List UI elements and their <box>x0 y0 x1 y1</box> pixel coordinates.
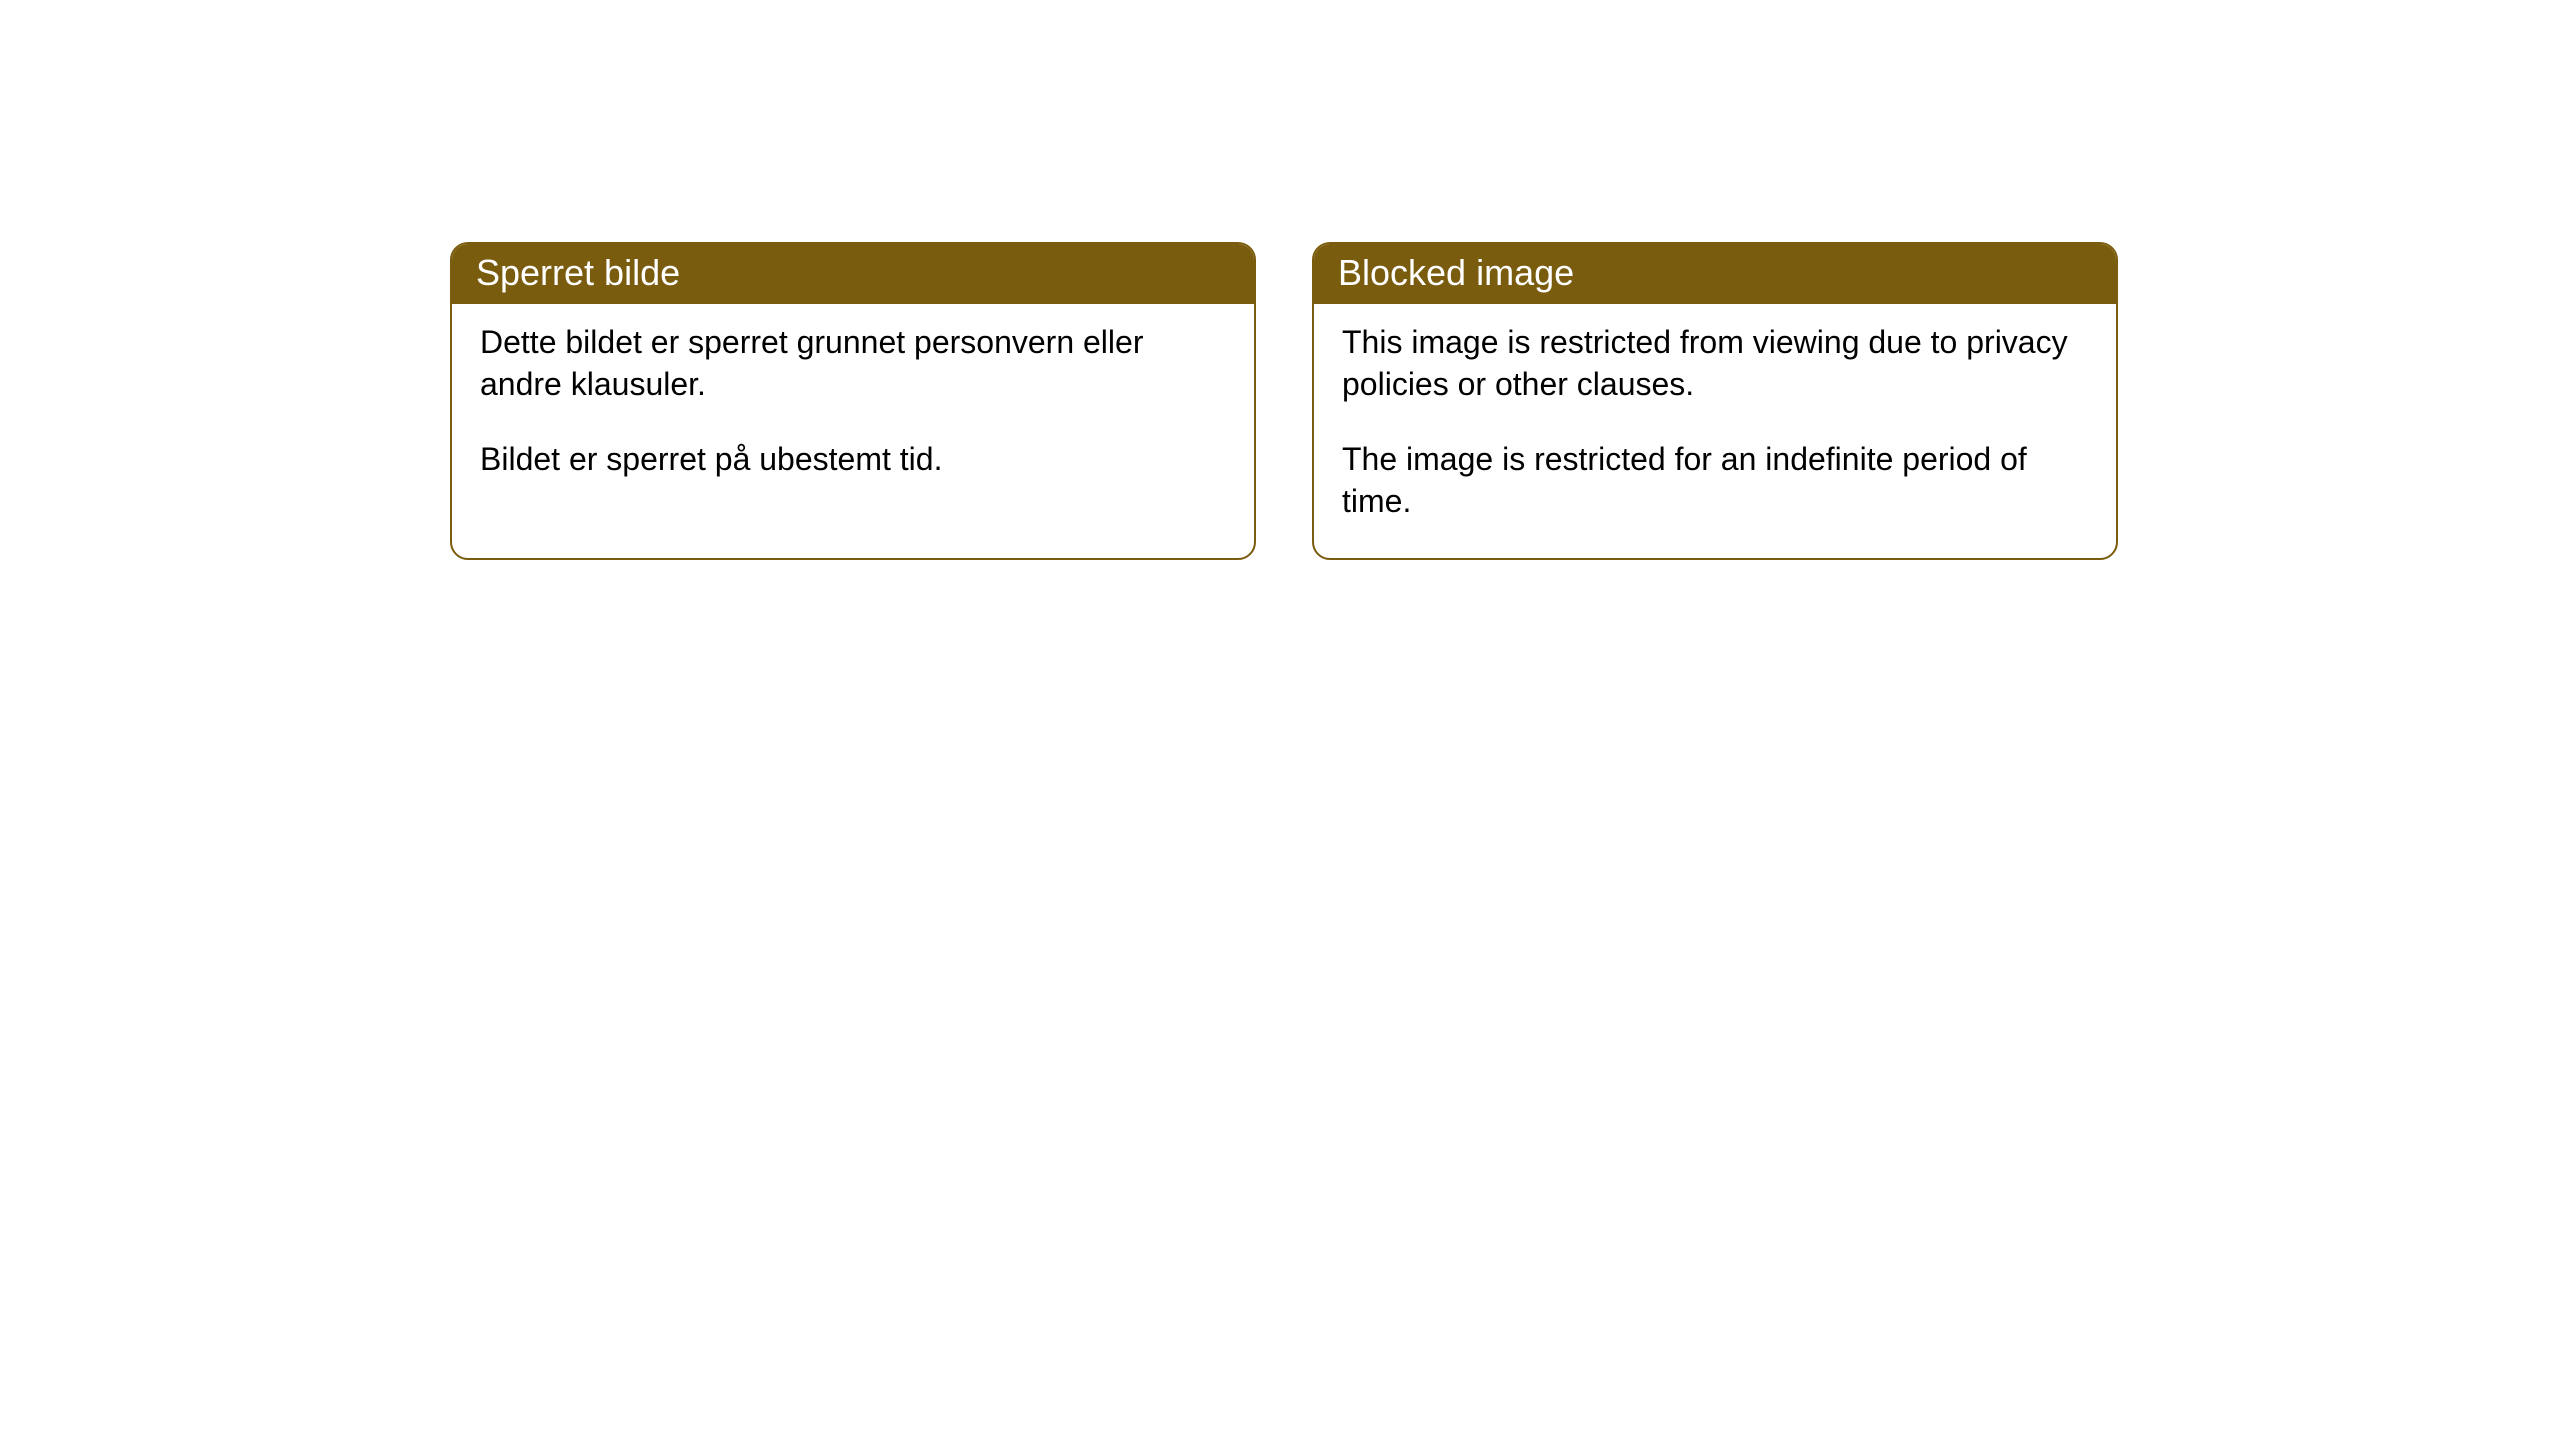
notice-card-english: Blocked image This image is restricted f… <box>1312 242 2118 560</box>
card-paragraph: The image is restricted for an indefinit… <box>1342 439 2088 522</box>
card-paragraph: Bildet er sperret på ubestemt tid. <box>480 439 1226 481</box>
card-body-norwegian: Dette bildet er sperret grunnet personve… <box>452 304 1254 517</box>
card-title: Sperret bilde <box>476 252 680 293</box>
card-title: Blocked image <box>1338 252 1574 293</box>
card-paragraph: Dette bildet er sperret grunnet personve… <box>480 322 1226 405</box>
card-header-english: Blocked image <box>1314 244 2116 304</box>
card-paragraph: This image is restricted from viewing du… <box>1342 322 2088 405</box>
notice-cards-container: Sperret bilde Dette bildet er sperret gr… <box>450 242 2118 560</box>
notice-card-norwegian: Sperret bilde Dette bildet er sperret gr… <box>450 242 1256 560</box>
card-header-norwegian: Sperret bilde <box>452 244 1254 304</box>
card-body-english: This image is restricted from viewing du… <box>1314 304 2116 558</box>
